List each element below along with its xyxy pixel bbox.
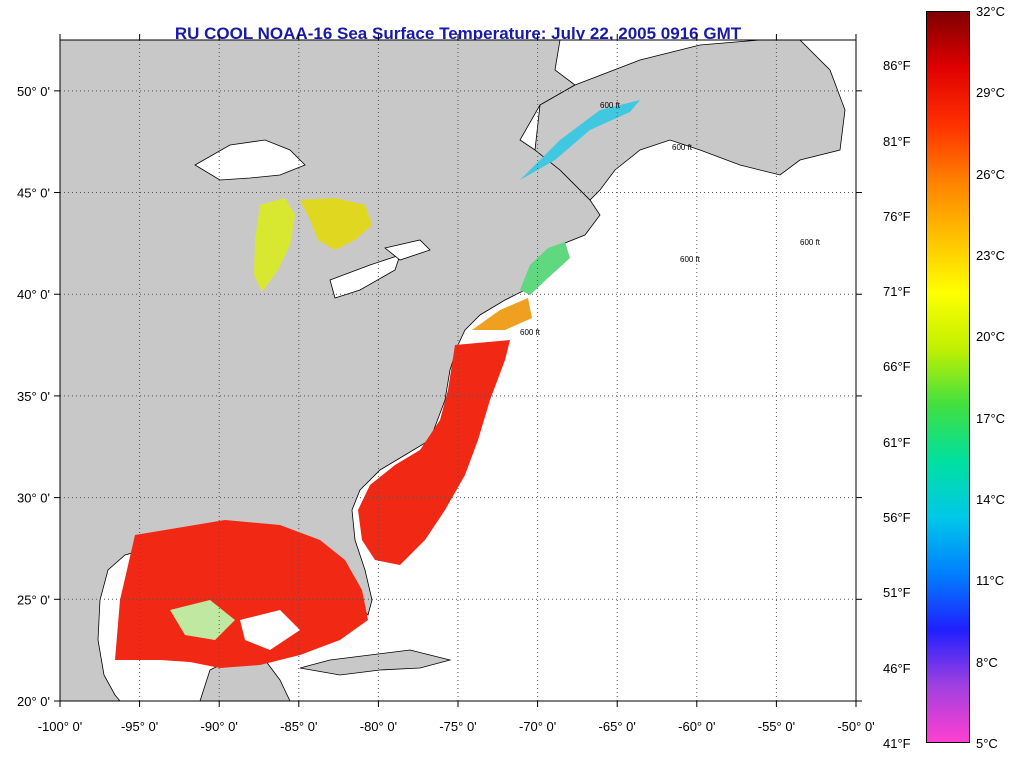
lon-tick-label: -65° 0' [599,719,636,734]
lat-tick-label: 20° 0' [17,694,50,709]
lon-tick-label: -55° 0' [758,719,795,734]
land-maritimes [534,40,846,201]
contour-label-4: 600 ft [800,238,821,247]
celsius-label: 8°C [976,654,998,670]
lake-ontario [384,239,431,261]
lon-tick-label: -95° 0' [121,719,158,734]
lake-superior [194,139,306,181]
fahrenheit-label: 41°F [883,736,911,751]
celsius-label: 23°C [976,248,1006,263]
lat-tick-label: 50° 0' [17,84,50,99]
lon-tick-label: -80° 0' [360,719,397,734]
celsius-label: 11°C [976,573,1005,589]
contour-label-5: 600 ft [672,143,693,152]
lat-tick-label: 25° 0' [17,592,50,607]
axis-ticks: -100° 0' -95° 0' -90° 0' -85° 0' -80° 0' -75°… [17,34,875,734]
lat-tick-label: 40° 0' [17,287,50,302]
lake-erie [329,254,401,299]
celsius-label: 17°C [976,410,1006,426]
celsius-label: 26°C [976,166,1006,182]
lon-tick-label: -75° 0' [439,719,476,734]
lat-tick-label: 35° 0' [17,389,50,404]
contour-label-1: 600 ft [600,101,621,110]
fahrenheit-label: 61°F [883,434,911,450]
contour-label-2: 600 ft [520,328,541,337]
new-england-shelf-sst [472,298,532,330]
fahrenheit-label: 86°F [883,58,911,74]
lon-tick-label: -50° 0' [837,719,874,734]
lake-michigan [254,198,295,292]
lon-tick-label: -60° 0' [678,719,715,734]
celsius-label: 5°C [976,736,998,751]
land-cuba [299,649,452,676]
fahrenheit-label: 81°F [883,133,911,149]
fahrenheit-label: 76°F [883,208,911,224]
lake-huron [300,198,372,250]
gulf-cloud-patch-2 [240,610,300,650]
gulf-cloud-patch [170,600,235,640]
colorbar [926,11,970,743]
fahrenheit-label: 56°F [883,510,911,526]
lon-tick-label: -85° 0' [280,719,317,734]
celsius-label: 32°C [976,4,1006,19]
contour-label-3: 600 ft [680,255,701,264]
celsius-label: 20°C [976,329,1006,345]
fahrenheit-label: 66°F [883,359,911,375]
st-lawrence-sst [520,100,640,180]
lat-tick-label: 30° 0' [17,491,50,506]
celsius-label: 29°C [976,85,1006,101]
lat-tick-label: 45° 0' [17,186,50,201]
lon-tick-label: -100° 0' [38,719,83,734]
gulf-of-mexico-sst [115,520,368,668]
fahrenheit-label: 46°F [883,660,911,676]
lon-tick-label: -70° 0' [519,719,556,734]
fahrenheit-label: 51°F [883,585,911,601]
gulf-of-maine-sst [520,242,570,295]
celsius-label: 14°C [976,492,1006,507]
lon-tick-label: -90° 0' [201,719,238,734]
grid-lines [60,40,856,701]
map-title: RU COOL NOAA-16 Sea Surface Temperature:… [174,24,742,43]
fahrenheit-label: 71°F [883,284,911,300]
